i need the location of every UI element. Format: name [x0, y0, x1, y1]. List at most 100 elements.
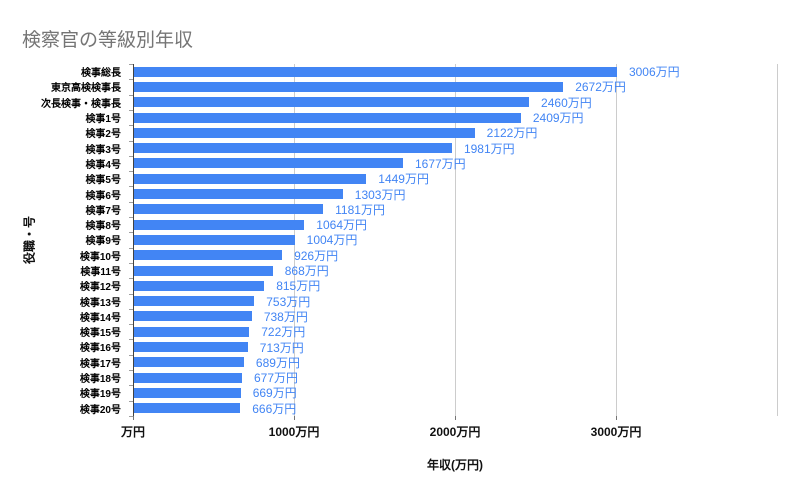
bar-value-label: 713万円 — [259, 340, 304, 355]
bar-value-label: 926万円 — [294, 248, 339, 263]
bar-value-label: 1677万円 — [414, 156, 466, 171]
bar[interactable] — [133, 296, 255, 307]
bar-row: 1677万円 — [133, 156, 777, 171]
x-tick-label: 2000万円 — [429, 425, 481, 439]
bar[interactable] — [133, 81, 564, 92]
y-tickmark — [129, 64, 133, 65]
bar-row: 2460万円 — [133, 95, 777, 110]
y-tickmark — [129, 354, 133, 356]
category-label: 次長検事・検事長 — [41, 98, 121, 110]
bar-value-label: 669万円 — [252, 386, 297, 401]
bar[interactable] — [133, 311, 252, 322]
x-tickmark — [616, 416, 617, 420]
bar-row: 689万円 — [133, 355, 777, 370]
bar-row: 868万円 — [133, 263, 777, 278]
category-label: 検事19号 — [79, 389, 121, 401]
category-label: 検事8号 — [85, 221, 121, 233]
bar-value-label: 1181万円 — [335, 202, 385, 217]
bar-value-label: 689万円 — [255, 355, 300, 370]
bar-row: 1449万円 — [133, 171, 777, 186]
x-axis-title: 年収(万円) — [427, 458, 483, 472]
bar-row: 926万円 — [133, 248, 777, 263]
bar[interactable] — [133, 66, 617, 77]
bar[interactable] — [133, 97, 530, 108]
bar[interactable] — [133, 280, 265, 291]
bar-value-label: 868万円 — [284, 264, 329, 279]
y-tickmark — [129, 262, 133, 264]
category-label: 検事3号 — [85, 144, 121, 156]
bar-value-label: 2460万円 — [541, 95, 592, 110]
x-tickmark — [455, 416, 456, 420]
y-tickmark — [129, 140, 133, 142]
bar-value-label: 666万円 — [252, 401, 297, 416]
category-label: 検事15号 — [79, 328, 121, 340]
bar[interactable] — [133, 189, 343, 200]
bar-row: 2409万円 — [133, 110, 777, 125]
bar-value-label: 1981万円 — [463, 141, 515, 156]
category-label: 東京高検検事長 — [51, 83, 121, 95]
bar-row: 1981万円 — [133, 140, 777, 156]
bar-value-label: 722万円 — [261, 325, 306, 340]
y-tickmark — [129, 109, 133, 111]
bar-value-label: 2409万円 — [532, 111, 584, 126]
category-label: 検事12号 — [79, 282, 121, 294]
bar-value-label: 2672万円 — [575, 80, 626, 95]
plot-area: 3006万円 2672万円 2460万円 2409万円 2122万円 1981万円 1677… — [133, 64, 778, 416]
bar-value-label: 753万円 — [266, 294, 311, 309]
bar[interactable] — [133, 265, 273, 276]
bar-row: 1303万円 — [133, 186, 777, 202]
y-tickmark — [129, 370, 133, 372]
y-tickmark — [129, 94, 133, 96]
bar[interactable] — [133, 127, 475, 138]
bar[interactable] — [133, 372, 242, 383]
bar-value-label: 1004万円 — [306, 233, 358, 248]
bar-row: 666万円 — [133, 401, 777, 416]
category-label: 検事総長 — [81, 68, 121, 80]
category-label: 検事9号 — [85, 236, 121, 248]
y-tickmark — [129, 247, 133, 249]
category-label: 検事10号 — [79, 251, 121, 263]
bar-row: 2122万円 — [133, 125, 777, 140]
bar[interactable] — [133, 250, 283, 261]
y-tickmark — [129, 416, 133, 417]
y-tickmark — [129, 201, 133, 203]
bar-row: 669万円 — [133, 385, 777, 400]
bar[interactable] — [133, 158, 403, 169]
bar-row: 1004万円 — [133, 232, 777, 247]
y-tickmark — [129, 79, 133, 81]
y-tickmark — [129, 293, 133, 295]
bar-value-label: 1303万円 — [354, 187, 406, 202]
bar[interactable] — [133, 112, 521, 123]
category-label: 検事2号 — [85, 129, 121, 141]
bar[interactable] — [133, 341, 248, 352]
bar-row: 1181万円 — [133, 202, 777, 217]
bar-value-label: 815万円 — [276, 279, 321, 294]
bar[interactable] — [133, 403, 241, 414]
category-label: 検事18号 — [79, 374, 121, 386]
y-tickmark — [129, 155, 133, 157]
bar-row: 738万円 — [133, 309, 777, 324]
bar-series: 3006万円 2672万円 2460万円 2409万円 2122万円 1981万円 1677… — [133, 64, 777, 416]
bar[interactable] — [133, 234, 295, 245]
category-label: 検事17号 — [79, 358, 121, 370]
bar[interactable] — [133, 326, 250, 337]
category-label: 検事5号 — [85, 175, 121, 187]
bar[interactable] — [133, 219, 305, 230]
bar[interactable] — [133, 143, 452, 154]
y-tickmark — [129, 171, 133, 173]
category-label: 検事4号 — [85, 159, 121, 171]
bar-row: 677万円 — [133, 370, 777, 385]
y-tickmark — [129, 125, 133, 127]
category-label: 検事1号 — [85, 114, 121, 126]
y-tickmark — [129, 308, 133, 310]
bar[interactable] — [133, 204, 324, 215]
category-label: 検事16号 — [79, 343, 121, 355]
gridline — [616, 64, 617, 416]
category-label: 検事7号 — [85, 205, 121, 217]
y-tickmark — [129, 400, 133, 402]
bar[interactable] — [133, 173, 367, 184]
y-tickmark — [129, 278, 133, 280]
bar[interactable] — [133, 387, 241, 398]
category-label: 検事6号 — [85, 190, 121, 202]
bar[interactable] — [133, 357, 244, 368]
